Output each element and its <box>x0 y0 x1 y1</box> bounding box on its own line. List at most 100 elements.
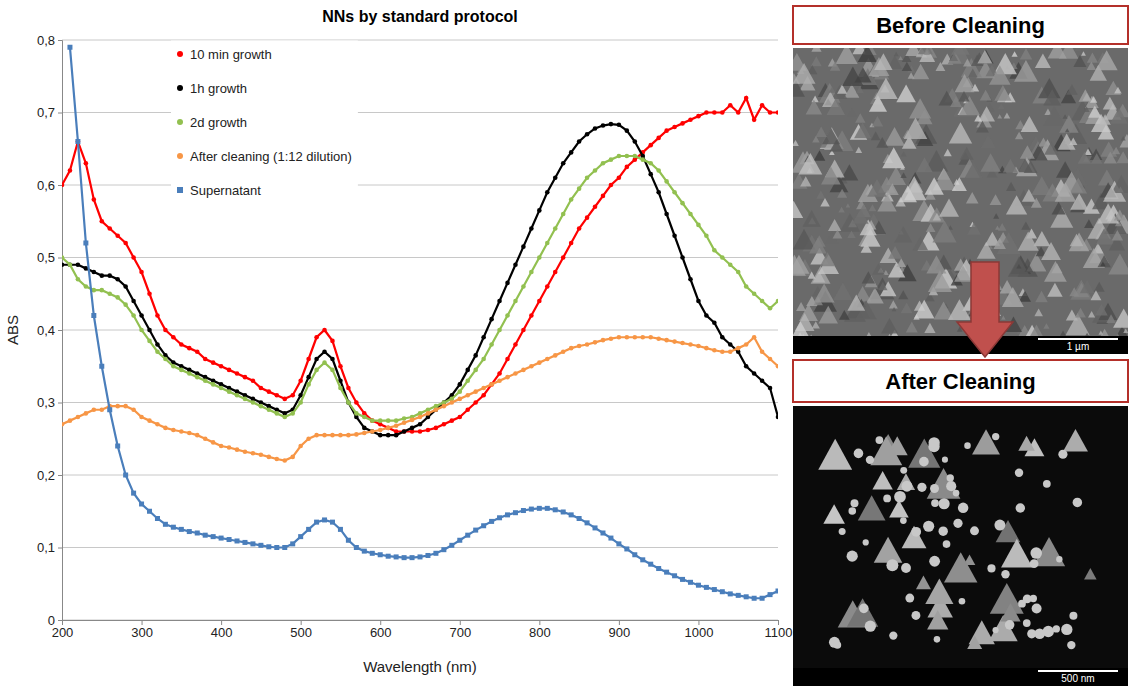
sem-scale-label: 1 µm <box>1067 341 1089 352</box>
data-point <box>609 336 614 341</box>
data-point <box>410 426 415 431</box>
data-point <box>330 433 335 438</box>
sem-texture <box>952 177 967 191</box>
sem-scale-label: 500 nm <box>1061 673 1094 684</box>
data-point <box>521 508 526 513</box>
data-point <box>322 433 327 438</box>
sem-particle <box>919 457 929 467</box>
data-point <box>537 299 542 304</box>
data-point <box>449 543 454 548</box>
grid-line <box>62 547 778 548</box>
sem-texture <box>1083 106 1089 112</box>
sem-particle <box>1023 619 1031 627</box>
data-point <box>99 364 104 369</box>
sem-particle <box>854 449 864 459</box>
sem-texture <box>981 135 996 149</box>
sem-particle <box>967 636 982 650</box>
sem-particle <box>992 627 998 633</box>
sem-particle <box>942 457 948 463</box>
y-tick-label: 0,8 <box>37 33 55 48</box>
sem-texture <box>901 151 907 156</box>
sem-image <box>793 48 1128 354</box>
data-point <box>203 533 208 538</box>
data-point <box>545 357 550 362</box>
data-point <box>625 165 630 170</box>
sem-texture <box>793 201 803 218</box>
data-point <box>433 551 438 556</box>
data-point <box>402 429 407 434</box>
data-point <box>672 125 677 130</box>
grid-line <box>62 40 778 41</box>
data-point <box>776 364 778 369</box>
sem-texture <box>1069 287 1079 296</box>
data-point <box>354 400 359 405</box>
data-point <box>346 400 351 405</box>
x-tick: 800 <box>529 620 551 640</box>
data-point <box>243 397 248 402</box>
sem-texture <box>1022 189 1036 202</box>
data-point <box>648 172 653 177</box>
sem-particle <box>823 504 845 524</box>
sem-image <box>793 406 1128 686</box>
sem-particle <box>865 621 876 632</box>
sem-texture <box>898 290 908 299</box>
data-point <box>282 397 287 402</box>
data-point <box>712 110 717 115</box>
sem-texture <box>990 194 1002 205</box>
sem-texture <box>884 127 905 146</box>
data-point <box>696 223 701 228</box>
sem-texture <box>978 49 993 63</box>
sem-texture <box>1052 202 1066 215</box>
data-point <box>115 233 120 238</box>
data-point <box>402 421 407 426</box>
sem-particle <box>1001 539 1033 568</box>
y-tick: 0,3 <box>37 395 62 410</box>
data-point <box>442 422 447 427</box>
sem-texture <box>1041 242 1061 260</box>
data-point <box>776 415 778 420</box>
data-point <box>139 328 144 333</box>
sem-particle <box>959 598 966 605</box>
data-point <box>537 506 542 511</box>
sem-texture <box>1043 323 1049 329</box>
data-point <box>266 544 271 549</box>
data-point <box>593 525 598 530</box>
data-point <box>123 241 128 246</box>
data-point <box>776 110 778 115</box>
data-point <box>521 368 526 373</box>
y-tick: 0 <box>48 613 62 628</box>
data-point <box>736 346 741 351</box>
data-point <box>243 375 248 380</box>
data-point <box>298 378 303 383</box>
data-point <box>274 545 279 550</box>
sem-texture <box>924 177 943 195</box>
data-point <box>585 175 590 180</box>
sem-texture <box>872 116 883 126</box>
x-axis-line <box>63 621 779 626</box>
data-point <box>219 386 224 391</box>
data-point <box>601 123 606 128</box>
data-point <box>418 554 423 559</box>
data-point <box>418 422 423 427</box>
sem-texture <box>876 137 888 148</box>
data-point <box>465 368 470 373</box>
data-point <box>545 284 550 289</box>
sem-texture <box>1070 234 1084 247</box>
data-point <box>354 432 359 437</box>
data-point <box>131 313 136 318</box>
sem-particle <box>1018 600 1026 608</box>
data-point <box>616 541 621 546</box>
data-point <box>163 357 168 362</box>
data-point <box>648 161 653 166</box>
data-point <box>497 299 502 304</box>
data-point <box>680 121 685 126</box>
data-point <box>155 342 160 347</box>
data-point <box>386 426 391 431</box>
sem-texture <box>1100 141 1117 156</box>
data-point <box>354 545 359 550</box>
data-point <box>593 204 598 209</box>
data-point <box>600 531 605 536</box>
data-point <box>203 378 208 383</box>
data-point <box>680 341 685 346</box>
legend-marker <box>177 187 183 193</box>
